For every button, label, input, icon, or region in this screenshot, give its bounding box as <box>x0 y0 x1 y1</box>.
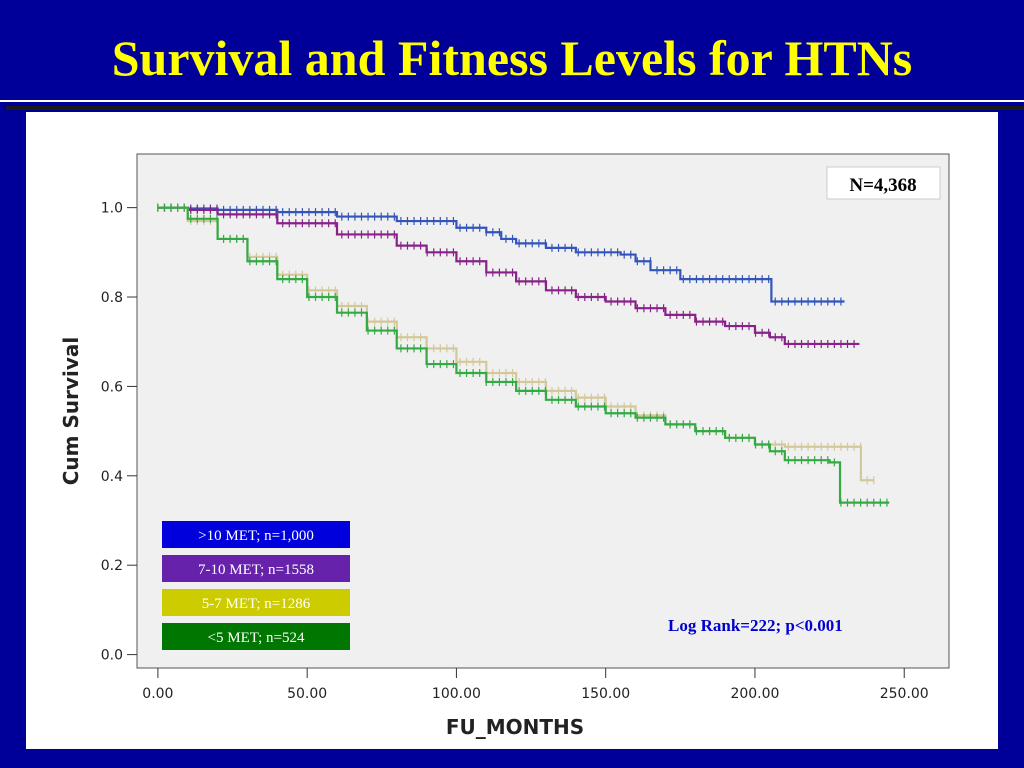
x-tick-label: 0.00 <box>142 686 173 702</box>
legend-swatch <box>162 521 350 548</box>
legend-swatch <box>162 555 350 582</box>
legend-label: <5 MET; n=524 <box>208 630 305 646</box>
survival-chart: 0.00 50.00 100.00 150.00 200.00 250.00 0.0 0.2 0… <box>59 153 950 739</box>
y-tick-label: 0.2 <box>101 558 123 574</box>
y-tick-label: 1.0 <box>101 201 123 217</box>
legend-swatch <box>162 623 350 650</box>
y-tick-label: 0.4 <box>101 469 123 485</box>
n-annotation: N=4,368 <box>849 175 916 196</box>
y-tick-label: 0.6 <box>101 379 123 395</box>
legend: >10 MET; n=1,000 7-10 MET; n=1558 5-7 MET;… <box>162 521 350 650</box>
survival-line <box>157 206 860 346</box>
legend-label: 5-7 MET; n=1286 <box>202 596 311 612</box>
x-axis-label: FU_MONTHS <box>446 715 584 739</box>
plot-area <box>136 153 950 669</box>
title-divider-shadow <box>6 106 1024 110</box>
chart-panel: 0.00 50.00 100.00 150.00 200.00 250.00 0.0 0.2 0… <box>26 112 998 749</box>
series-layer <box>157 203 890 507</box>
x-tick-label: 100.00 <box>432 686 481 702</box>
title-divider <box>0 100 1024 102</box>
legend-swatch <box>162 589 350 616</box>
x-tick-label: 200.00 <box>730 686 779 702</box>
survival-curve-4 <box>157 203 890 507</box>
x-tick-label: 50.00 <box>287 686 327 702</box>
x-tick-label: 250.00 <box>880 686 929 702</box>
y-tick-label: 0.0 <box>101 648 123 664</box>
x-tick-label: 150.00 <box>581 686 630 702</box>
censor-marks <box>157 203 888 507</box>
annotations: N=4,368 Log Rank=222; p<0.001 <box>668 166 941 635</box>
legend-label: 7-10 MET; n=1558 <box>198 562 314 578</box>
log-rank-annotation: Log Rank=222; p<0.001 <box>668 616 843 635</box>
legend-label: >10 MET; n=1,000 <box>198 528 314 544</box>
slide-title: Survival and Fitness Levels for HTNs <box>111 30 913 86</box>
y-tick-label: 0.8 <box>101 290 123 306</box>
y-axis-label: Cum Survival <box>59 337 83 486</box>
axes: 0.00 50.00 100.00 150.00 200.00 250.00 0.0 0.2 0… <box>59 201 929 739</box>
n-box <box>826 166 941 200</box>
